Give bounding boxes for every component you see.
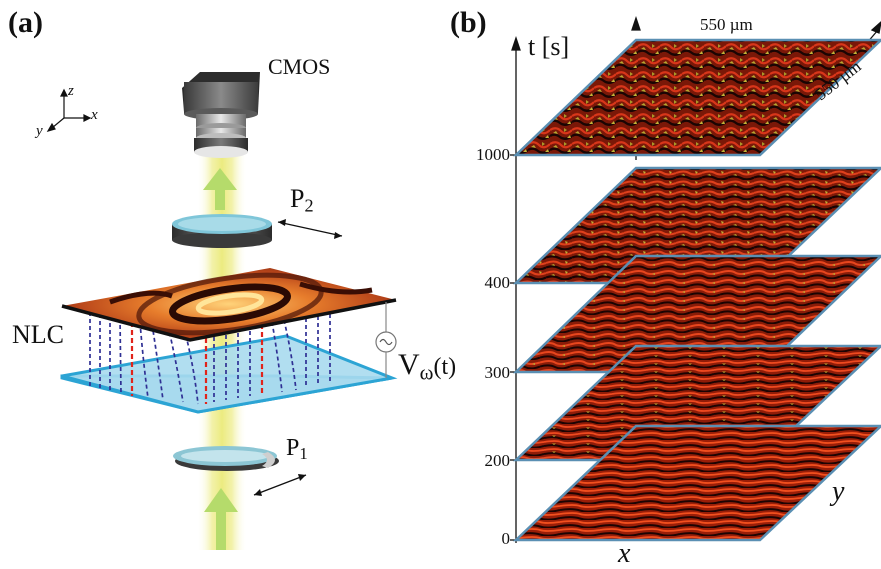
x-axis-label: x — [618, 538, 631, 569]
panel-b — [510, 15, 881, 543]
voltage-label: Vω(t) — [398, 348, 457, 385]
ac-source-icon — [375, 302, 397, 378]
y-axis-label: y — [832, 476, 845, 507]
slice-1000 — [512, 38, 881, 157]
panel-b-tag: (b) — [450, 6, 487, 39]
camera-label: CMOS — [268, 54, 331, 79]
polarizer-bottom-label: P1 — [286, 435, 308, 464]
polarizer-top-axis — [277, 221, 343, 237]
axis-x-label: x — [91, 107, 98, 123]
light-arrow-bottom-icon — [204, 488, 238, 550]
top-plate-fringes — [109, 272, 373, 336]
axis-z-label: z — [68, 83, 74, 99]
time-tick-1000: 1000 — [476, 145, 510, 164]
polarizer-bottom-icon — [173, 446, 279, 471]
time-axis-label: t [s] — [528, 32, 570, 61]
width-label-top: 550 µm — [700, 15, 753, 34]
cell-label: NLC — [12, 320, 64, 349]
director-field — [89, 312, 331, 405]
light-arrow-top-icon — [203, 168, 237, 210]
camera-icon — [182, 72, 260, 158]
time-tick-400: 400 — [484, 273, 511, 292]
time-axis — [510, 35, 521, 543]
slice-0 — [512, 424, 881, 542]
panel-a-tag: (a) — [8, 6, 43, 39]
polarizer-top-label: P2 — [290, 184, 314, 216]
panel-a — [46, 72, 398, 550]
time-tick-300: 300 — [484, 363, 511, 382]
time-tick-200: 200 — [484, 451, 511, 470]
defect-lines — [130, 322, 264, 404]
time-tick-0: 0 — [501, 529, 511, 548]
axis-triad — [46, 88, 92, 132]
axis-y-label: y — [36, 123, 43, 139]
polarizer-bottom-axis — [253, 474, 307, 496]
polarizer-top-icon — [172, 214, 272, 248]
